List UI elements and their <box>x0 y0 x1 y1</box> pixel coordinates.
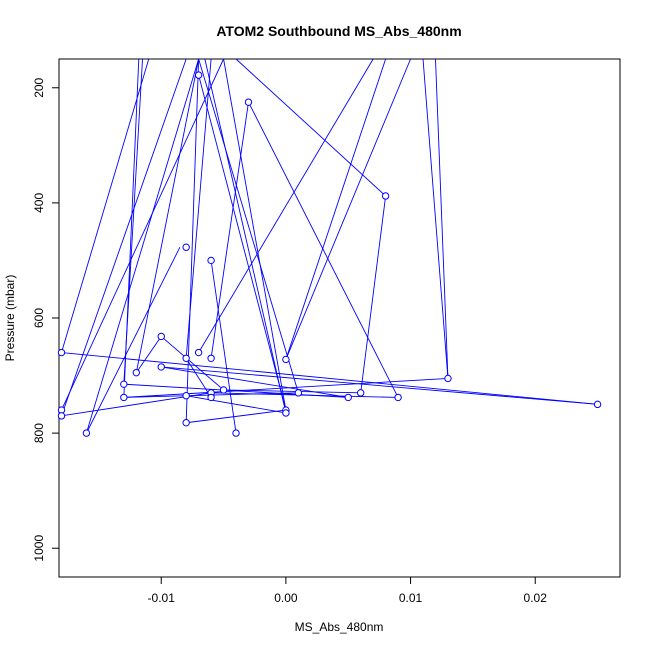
data-points <box>57 71 602 437</box>
data-point <box>132 368 140 377</box>
data-point <box>182 354 190 362</box>
series-line-segment <box>186 409 286 424</box>
series-line-segment <box>61 58 187 416</box>
data-point <box>120 393 128 402</box>
plot-area-frame <box>58 58 621 578</box>
y-tick-label: 1000 <box>32 535 46 562</box>
data-point <box>182 419 190 427</box>
data-point <box>294 389 303 397</box>
series-line-segment <box>435 58 449 379</box>
data-point <box>394 393 402 402</box>
x-axis: -0.01 0.00 0.01 0.02 <box>148 577 548 605</box>
data-point <box>194 348 203 357</box>
series-line-segment <box>223 58 287 411</box>
series-line-segment <box>185 358 212 398</box>
data-point <box>57 348 66 357</box>
series-line-segment <box>248 101 399 398</box>
data-point <box>157 363 165 371</box>
series-line-segment <box>198 75 287 411</box>
series-line-segment <box>198 58 299 393</box>
y-tick-label: 400 <box>32 193 46 213</box>
data-point <box>207 354 215 362</box>
series-line-segment <box>285 58 411 360</box>
series-line-segment <box>161 366 598 405</box>
series-line-segment <box>160 336 224 391</box>
data-point <box>194 71 203 79</box>
series-line-segment <box>210 102 249 359</box>
series-line-segment <box>123 377 448 398</box>
series-line-segment <box>135 58 200 373</box>
x-tick-label: -0.01 <box>148 591 176 605</box>
x-axis-label: MS_Abs_480nm <box>295 620 384 634</box>
data-point <box>219 386 228 394</box>
y-axis-label: Pressure (mbar) <box>3 275 17 362</box>
series-line-segment <box>285 58 387 360</box>
series-lines <box>61 58 598 434</box>
series-line-segment <box>186 395 286 414</box>
x-tick-label: 0.02 <box>524 591 548 605</box>
data-point <box>182 392 190 400</box>
series-line-segment <box>223 389 361 394</box>
y-tick-label: 200 <box>32 77 46 97</box>
data-point <box>593 400 602 409</box>
data-point <box>182 243 190 251</box>
series-line-segment <box>61 352 598 405</box>
y-tick-label: 600 <box>32 308 46 328</box>
y-tick-label: 800 <box>32 423 46 443</box>
data-point <box>57 412 66 420</box>
data-point <box>444 374 452 383</box>
chart-title: ATOM2 Southbound MS_Abs_480nm <box>216 23 461 39</box>
y-axis: 200 400 600 800 1000 <box>32 77 59 562</box>
data-point <box>157 332 165 341</box>
data-point <box>244 98 253 106</box>
data-point <box>344 393 352 402</box>
data-point <box>120 380 128 388</box>
series-line-segment <box>86 247 181 434</box>
series-line-segment <box>61 58 224 411</box>
series-line-segment <box>235 58 386 197</box>
series-line-segment <box>360 195 387 393</box>
data-point <box>356 389 365 397</box>
series-line-segment <box>210 260 237 434</box>
series-line-segment <box>161 366 349 398</box>
series-line-segment <box>211 392 399 398</box>
series-line-segment <box>61 58 150 353</box>
series-line-segment <box>85 58 200 434</box>
series-line-segment <box>198 58 374 353</box>
data-point <box>282 355 290 364</box>
series-line-segment <box>422 58 449 379</box>
series-line-segment <box>135 336 162 373</box>
data-point <box>381 192 390 200</box>
data-point <box>82 429 91 437</box>
data-point <box>207 256 215 265</box>
data-point <box>282 409 290 417</box>
x-tick-label: 0.00 <box>274 591 298 605</box>
data-point <box>207 393 215 402</box>
series-line-segment <box>123 58 140 398</box>
data-point <box>232 429 240 437</box>
series-line-segment <box>204 58 287 414</box>
x-tick-label: 0.01 <box>399 591 423 605</box>
